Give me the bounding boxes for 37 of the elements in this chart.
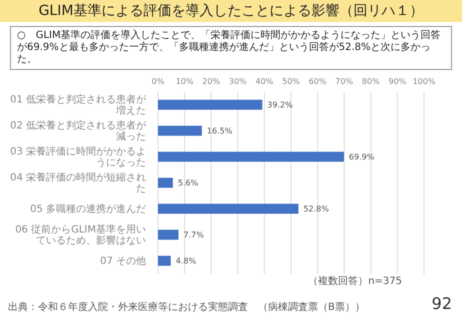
bar <box>158 126 202 136</box>
x-tick-label: 30% <box>228 77 248 86</box>
y-tick-label: 05 多職種の連携が進んだ <box>30 202 146 214</box>
y-tick-label: 03 栄養評価に時間がかかるようになった <box>10 145 146 168</box>
data-label: 7.7% <box>183 230 204 240</box>
source-note: 出典：令和６年度入院・外来医療等における実態調査 （病棟調査票（B票）） <box>8 300 365 314</box>
data-label: 5.6% <box>178 178 199 188</box>
bar <box>158 204 298 214</box>
x-tick-label: 60% <box>308 77 327 86</box>
y-tick-label: 04 栄養評価の時間が短縮された <box>10 171 146 194</box>
x-tick-label: 20% <box>202 77 220 86</box>
data-label: 52.8% <box>303 204 330 214</box>
x-tick-label: 80% <box>362 77 380 86</box>
text: 92 <box>432 294 452 313</box>
x-tick-label: 40% <box>256 77 274 86</box>
bar <box>158 256 171 266</box>
y-tick-label: 02 低栄養と判定される患者が減った <box>10 119 147 142</box>
bar <box>158 152 344 162</box>
text: （複数回答）n=375 <box>308 274 402 288</box>
bar <box>158 230 178 240</box>
y-tick-label: 07 その他 <box>100 254 146 266</box>
x-tick-label: 10% <box>176 77 194 86</box>
data-label: 16.5% <box>206 126 233 136</box>
data-label: 39.2% <box>267 100 294 110</box>
x-tick-label: 50% <box>282 77 300 86</box>
y-tick-label: 06 従前からGLIM基準を用いているため、影響はない <box>15 223 146 246</box>
chart-title: GLIM基準による評価を導入したことによる影響（回リハ１） <box>0 0 462 22</box>
data-label: 4.8% <box>176 256 196 266</box>
x-tick-label: 90% <box>388 77 407 86</box>
chart-subtitle: ○ GLIM基準の評価を導入したことで、「栄養評価に時間がかかるようになった」という回答が69.9%と最も多かった一方で、「多職種連携が進んだ」という回答が52.8%と次に多かった。 <box>10 26 452 70</box>
data-label: 69.9% <box>348 152 375 162</box>
x-tick-label: 0% <box>152 77 165 86</box>
bar <box>158 100 262 110</box>
x-tick-label: 70% <box>335 77 354 86</box>
y-tick-label: 01 低栄養と判定される患者が増えた <box>10 93 147 116</box>
x-tick-label: 100% <box>412 77 436 86</box>
bar <box>158 178 173 188</box>
